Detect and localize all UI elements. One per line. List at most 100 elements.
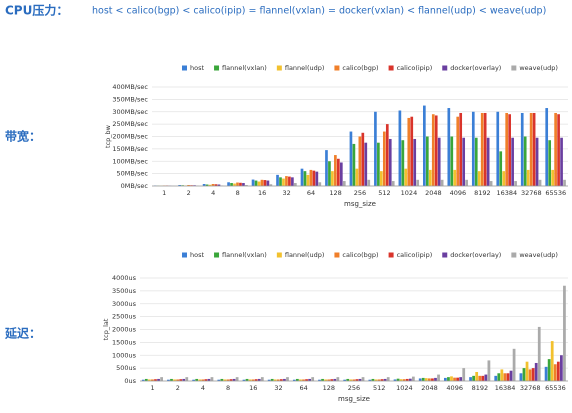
bar (527, 170, 530, 186)
y-tick-label: 0MB/sec (121, 182, 149, 190)
bar (529, 369, 532, 381)
bar (453, 170, 456, 186)
y-tick-label: 300MB/sec (112, 108, 148, 116)
legend-swatch (334, 66, 339, 71)
legend-swatch (442, 66, 447, 71)
bar (557, 362, 560, 381)
y-tick-label: 3500us (112, 287, 137, 295)
bar (551, 170, 554, 186)
bar (383, 132, 386, 186)
x-tick-label: 64 (307, 189, 315, 197)
bar (301, 169, 304, 186)
bar (304, 171, 307, 186)
bar (307, 175, 310, 186)
x-tick-label: 2048 (425, 189, 442, 197)
legend-swatch (511, 66, 516, 71)
legend-label: weave(udp) (519, 251, 558, 259)
bar (261, 180, 264, 186)
bar (535, 363, 538, 381)
bar (387, 377, 390, 381)
bar (412, 377, 415, 381)
legend-swatch (389, 253, 394, 258)
bar (389, 139, 392, 186)
legend-label: calico(ipip) (397, 64, 433, 72)
bar (545, 367, 548, 381)
bar (242, 183, 245, 186)
x-tick-label: 1024 (401, 189, 418, 197)
bar (554, 364, 557, 381)
bar (560, 138, 563, 186)
bar (462, 368, 465, 381)
y-tick-label: 400MB/sec (112, 83, 148, 91)
x-tick-label: 512 (378, 189, 390, 197)
bar (282, 179, 285, 186)
bar (469, 377, 472, 381)
x-tick-label: 32768 (521, 189, 542, 197)
row-label: 带宽： (5, 129, 41, 144)
bar (310, 170, 313, 186)
bar (487, 138, 490, 186)
bar (331, 171, 334, 186)
bar (478, 376, 481, 381)
bar (362, 377, 365, 381)
header-text: host < calico(bgp) < calico(ipip) = flan… (92, 6, 546, 17)
bar (334, 155, 337, 186)
bar (545, 108, 548, 186)
x-tick-label: 32768 (520, 384, 541, 392)
legend-label: host (190, 251, 204, 259)
bar (364, 143, 367, 186)
bar (160, 377, 163, 381)
bar (350, 132, 353, 186)
bar (490, 181, 493, 186)
x-tick-label: 16 (258, 189, 266, 197)
legend-label: docker(overlay) (450, 64, 501, 72)
bar (264, 180, 267, 186)
bar (419, 378, 422, 381)
bar (311, 377, 314, 381)
bar (459, 377, 462, 381)
bar (514, 181, 517, 186)
legend-label: weave(udp) (519, 64, 558, 72)
bar (343, 181, 346, 186)
bar (488, 360, 491, 381)
x-tick-label: 256 (354, 189, 366, 197)
legend-label: calico(bgp) (342, 251, 378, 259)
bar (416, 180, 419, 186)
bar (356, 169, 359, 186)
x-tick-label: 1 (162, 189, 166, 197)
x-tick-label: 65536 (545, 384, 566, 392)
y-tick-label: 2500us (112, 313, 137, 321)
bar (536, 138, 539, 186)
x-tick-label: 16 (249, 384, 257, 392)
x-tick-label: 1 (151, 384, 155, 392)
bar (377, 143, 380, 186)
y-tick-label: 500us (116, 364, 137, 372)
bar (318, 182, 321, 186)
x-tick-label: 128 (329, 189, 341, 197)
x-tick-label: 16384 (495, 384, 516, 392)
bar (413, 139, 416, 186)
y-tick-label: 100MB/sec (112, 157, 148, 165)
bar (497, 373, 500, 381)
legend-swatch (182, 253, 187, 258)
legend-label: host (190, 64, 204, 72)
row-label: 延迟： (4, 326, 41, 341)
bar (530, 113, 533, 186)
bar (227, 182, 230, 186)
x-tick-label: 1024 (396, 384, 413, 392)
x-tick-label: 16384 (496, 189, 517, 197)
bar (554, 113, 557, 186)
x-tick-label: 64 (300, 384, 308, 392)
bar (233, 184, 236, 186)
bar (422, 378, 425, 381)
bar (353, 144, 356, 186)
bar (252, 180, 255, 186)
x-tick-label: 32 (282, 189, 290, 197)
x-tick-label: 128 (323, 384, 335, 392)
bar (508, 114, 511, 186)
bar (494, 376, 497, 381)
bar (465, 180, 468, 186)
bar (285, 176, 288, 186)
legend-label: flannel(udp) (285, 251, 325, 259)
